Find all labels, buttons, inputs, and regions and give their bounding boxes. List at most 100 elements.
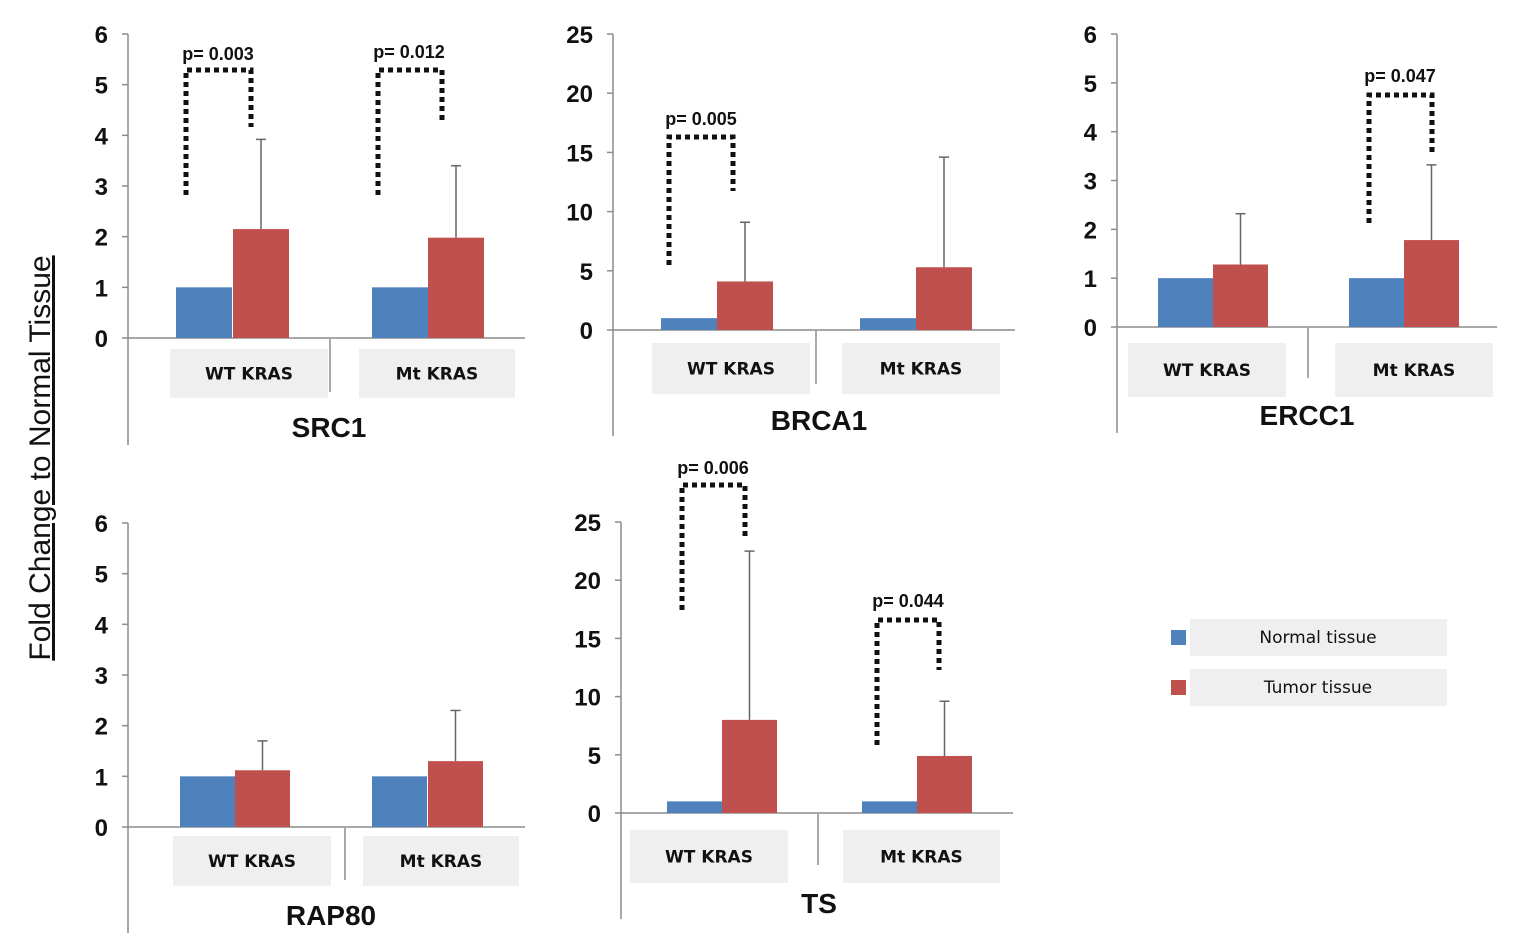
y-tick-label: 5 bbox=[95, 562, 108, 589]
p-value-label: p= 0.005 bbox=[665, 109, 737, 129]
y-tick-label: 15 bbox=[574, 626, 601, 653]
category-label: Mt KRAS bbox=[400, 852, 483, 872]
category-label: WT KRAS bbox=[687, 360, 775, 380]
legend: Normal tissue Tumor tissue bbox=[1171, 619, 1447, 706]
bar-normal-tissue-wt bbox=[661, 318, 717, 330]
chart-panel-ercc1: 0 1 2 3 4 5 6 WT KRAS Mt KRAS p= 0.047 ERCC1 bbox=[1084, 22, 1497, 433]
category-box bbox=[842, 343, 1000, 394]
bar-tumor-tissue-mt bbox=[428, 761, 483, 827]
bar-normal-tissue-mt bbox=[860, 318, 916, 330]
bar-tumor-tissue-wt bbox=[235, 770, 290, 827]
bar-tumor-tissue-wt bbox=[717, 281, 773, 330]
chart-title: TS bbox=[801, 888, 837, 919]
bar-normal-tissue-mt bbox=[862, 801, 917, 813]
chart-title: ERCC1 bbox=[1260, 400, 1355, 431]
y-tick-label: 0 bbox=[95, 815, 108, 842]
y-tick-label: 4 bbox=[95, 612, 109, 639]
category-box bbox=[170, 349, 328, 398]
category-box bbox=[843, 830, 1000, 883]
y-tick-label: 1 bbox=[1084, 266, 1097, 293]
significance-bracket bbox=[679, 482, 748, 610]
chart-title: RAP80 bbox=[286, 900, 376, 931]
category-label: WT KRAS bbox=[205, 365, 293, 385]
legend-box bbox=[1190, 669, 1447, 706]
y-tick-label: 5 bbox=[1084, 71, 1097, 98]
p-value-label: p= 0.006 bbox=[677, 458, 749, 478]
category-box bbox=[173, 836, 331, 886]
y-tick-label: 0 bbox=[95, 326, 108, 353]
y-tick-label: 5 bbox=[588, 743, 601, 770]
bar-normal-tissue-wt bbox=[176, 287, 232, 338]
y-tick-label: 6 bbox=[1084, 22, 1097, 49]
chart-panel-brca1: 0 5 10 15 20 25 WT KRAS Mt KRAS p= 0.005 BRCA1 bbox=[566, 22, 1015, 436]
legend-swatch-tumor bbox=[1171, 680, 1186, 695]
y-tick-label: 25 bbox=[566, 22, 593, 49]
bar-tumor-tissue-wt bbox=[233, 229, 289, 338]
y-tick-label: 6 bbox=[95, 22, 108, 49]
bar-tumor-tissue-mt bbox=[917, 755, 972, 813]
chart-title: SRC1 bbox=[292, 412, 367, 443]
y-tick-label: 15 bbox=[566, 140, 593, 167]
y-tick-label: 5 bbox=[95, 73, 108, 100]
bar-tumor-tissue-mt bbox=[1404, 240, 1459, 327]
category-box bbox=[652, 343, 810, 394]
bar-normal-tissue-mt bbox=[372, 287, 428, 338]
significance-bracket bbox=[183, 67, 254, 195]
legend-entry-tumor: Tumor tissue bbox=[1263, 678, 1372, 698]
p-value-label: p= 0.003 bbox=[182, 44, 254, 64]
chart-panel-src1: 0 1 2 3 4 5 6 WT KRAS Mt KRAS p= 0.003 p= 0.012 SRC… bbox=[95, 22, 525, 445]
y-tick-label: 0 bbox=[1084, 315, 1097, 342]
category-label: Mt KRAS bbox=[396, 365, 479, 385]
category-label: WT KRAS bbox=[1163, 361, 1251, 381]
y-tick-label: 20 bbox=[574, 568, 601, 595]
legend-entry-normal: Normal tissue bbox=[1259, 628, 1376, 648]
category-box bbox=[359, 349, 515, 398]
category-box bbox=[630, 830, 788, 883]
y-tick-label: 0 bbox=[580, 318, 593, 345]
bar-normal-tissue-wt bbox=[667, 801, 722, 813]
chart-panel-ts: 0 5 10 15 20 25 WT KRAS Mt KRAS p= 0.006 p= 0.044… bbox=[574, 458, 1013, 919]
category-label: Mt KRAS bbox=[1373, 361, 1456, 381]
bar-tumor-tissue-wt bbox=[1213, 264, 1268, 327]
significance-bracket bbox=[874, 617, 942, 745]
y-tick-label: 2 bbox=[95, 714, 108, 741]
p-value-label: p= 0.012 bbox=[373, 42, 445, 62]
y-tick-label: 0 bbox=[588, 801, 601, 828]
bar-tumor-tissue-mt bbox=[428, 237, 484, 338]
significance-bracket bbox=[666, 134, 736, 265]
bar-normal-tissue-mt bbox=[1349, 278, 1404, 327]
category-box bbox=[1335, 343, 1493, 397]
bar-normal-tissue-wt bbox=[1158, 278, 1213, 327]
y-axis-label: Fold Change to Normal Tissue bbox=[24, 255, 57, 660]
y-tick-label: 2 bbox=[95, 225, 108, 252]
chart-title: BRCA1 bbox=[771, 405, 867, 436]
y-tick-label: 25 bbox=[574, 510, 601, 537]
y-tick-label: 3 bbox=[95, 174, 108, 201]
p-value-label: p= 0.044 bbox=[872, 591, 944, 611]
category-label: Mt KRAS bbox=[880, 360, 963, 380]
chart-panel-rap80: 0 1 2 3 4 5 6 WT KRAS Mt KRAS RAP80 bbox=[95, 511, 525, 933]
p-value-label: p= 0.047 bbox=[1364, 66, 1436, 86]
y-tick-label: 3 bbox=[95, 663, 108, 690]
y-tick-label: 6 bbox=[95, 511, 108, 538]
category-label: WT KRAS bbox=[208, 852, 296, 872]
significance-bracket bbox=[1366, 92, 1435, 223]
category-box bbox=[1128, 343, 1286, 397]
y-tick-label: 20 bbox=[566, 81, 593, 108]
y-tick-label: 4 bbox=[1084, 120, 1098, 147]
bar-tumor-tissue-wt bbox=[722, 719, 777, 813]
y-tick-label: 1 bbox=[95, 764, 108, 791]
y-tick-label: 5 bbox=[580, 259, 593, 286]
category-label: Mt KRAS bbox=[880, 848, 963, 868]
category-label: WT KRAS bbox=[665, 848, 753, 868]
y-tick-label: 4 bbox=[95, 123, 109, 150]
bar-normal-tissue-wt bbox=[180, 776, 235, 827]
legend-swatch-normal bbox=[1171, 630, 1186, 645]
y-tick-label: 1 bbox=[95, 275, 108, 302]
y-tick-label: 2 bbox=[1084, 217, 1097, 244]
y-tick-label: 3 bbox=[1084, 169, 1097, 196]
significance-bracket bbox=[375, 67, 445, 195]
legend-box bbox=[1190, 619, 1447, 656]
y-tick-label: 10 bbox=[574, 685, 601, 712]
